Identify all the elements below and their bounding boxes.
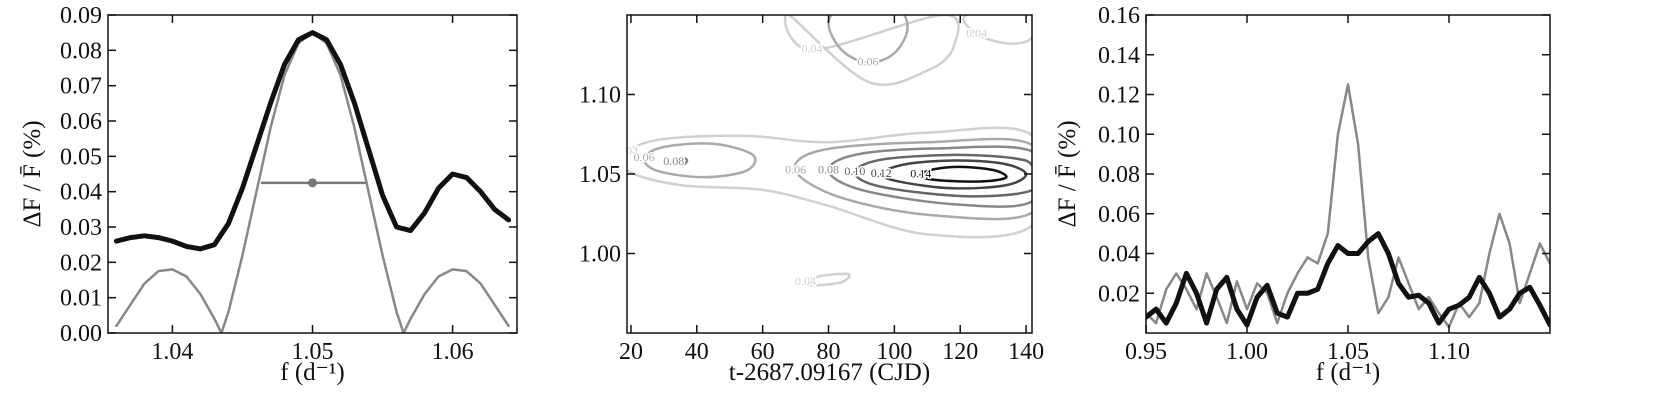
y-tick-label: 0.08 xyxy=(1098,162,1140,188)
data-line xyxy=(1146,231,1550,328)
contour-line xyxy=(627,126,1032,239)
x-tick-label: 60 xyxy=(751,339,775,365)
y-tick-label: 0.06 xyxy=(60,109,102,135)
x-tick-label: 100 xyxy=(876,339,912,365)
contour-label: 0.06 xyxy=(634,150,655,164)
x-tick-label: 140 xyxy=(1008,339,1044,365)
contour-label: 0.06 xyxy=(785,163,806,177)
x-axis-label: f (d⁻¹) xyxy=(280,359,344,386)
y-tick-label: 0.09 xyxy=(60,3,102,29)
plot-area xyxy=(1146,83,1550,329)
contour-label: 0.04 xyxy=(802,42,823,56)
y-tick-label: 0.07 xyxy=(60,74,102,100)
y-tick-label: 0.04 xyxy=(1098,242,1140,268)
y-tick-label: 0.08 xyxy=(60,38,102,64)
y-tick-label: 0.16 xyxy=(1098,3,1140,29)
x-tick-label: 1.05 xyxy=(292,339,334,365)
y-axis-label: ΔF / F̄ (%) xyxy=(1054,120,1081,227)
x-tick-label: 20 xyxy=(619,339,643,365)
contour-line xyxy=(853,153,1032,198)
contour-line xyxy=(919,165,1008,183)
panel: 1.04 1.05 1.06 0.00 0.01 0.02 0.03 0.04 0.05 0.06… xyxy=(19,3,518,386)
data-line xyxy=(113,30,512,252)
contour-line xyxy=(827,15,909,64)
y-tick-label: 1.00 xyxy=(579,242,621,268)
contour-label: 0.10 xyxy=(844,164,865,178)
y-tick-label: 0.06 xyxy=(1098,202,1140,228)
x-tick-label: 1.06 xyxy=(432,339,474,365)
contour-label: 0.08 xyxy=(663,154,684,168)
contour-label: 0.04 xyxy=(795,274,816,288)
contour-line xyxy=(793,137,1032,221)
y-tick-label: 0.14 xyxy=(1098,43,1140,69)
contour-label: 0.14 xyxy=(910,167,931,181)
plot-area: 0.040.040.040.040.060.060.060.080.080.10… xyxy=(617,15,1032,289)
y-tick-label: 1.10 xyxy=(579,83,621,109)
contour-line xyxy=(962,15,1032,45)
plot-area xyxy=(113,30,512,333)
contour-label: 0.04 xyxy=(966,26,987,40)
contour-label: 0.06 xyxy=(858,54,879,68)
contour-label: 0.12 xyxy=(871,166,892,180)
marker xyxy=(308,178,317,188)
contour-line xyxy=(804,272,851,287)
y-axis-label: ΔF / F̄ (%) xyxy=(19,120,46,227)
y-tick-label: 0.05 xyxy=(60,144,102,170)
panel: 0.040.040.040.040.060.060.060.080.080.10… xyxy=(579,14,1044,386)
y-tick-label: 0.10 xyxy=(1098,122,1140,148)
x-tick-label: 1.05 xyxy=(1327,339,1369,365)
x-axis-label: t-2687.09167 (CJD) xyxy=(729,359,930,386)
x-tick-label: 80 xyxy=(817,339,841,365)
y-tick-label: 0.12 xyxy=(1098,83,1140,109)
contour-label: 0.04 xyxy=(617,143,638,157)
x-axis-label: f (d⁻¹) xyxy=(1316,359,1380,386)
contour-line xyxy=(672,156,689,166)
y-tick-label: 0.04 xyxy=(60,180,102,206)
y-tick-label: 0.02 xyxy=(60,250,102,276)
x-tick-label: 120 xyxy=(942,339,978,365)
panel: 0.95 1.00 1.05 1.10 0.02 0.04 0.06 0.08 0.10 0.12… xyxy=(1054,3,1551,386)
x-tick-label: 1.10 xyxy=(1428,339,1470,365)
contour-line xyxy=(642,142,757,179)
axes-frame xyxy=(1145,14,1551,334)
x-tick-label: 0.95 xyxy=(1125,339,1167,365)
y-tick-label: 1.05 xyxy=(579,162,621,188)
contour-label: 0.08 xyxy=(818,163,839,177)
y-tick-label: 0.03 xyxy=(60,215,102,241)
x-tick-label: 40 xyxy=(685,339,709,365)
x-tick-label: 1.00 xyxy=(1226,339,1268,365)
y-tick-label: 0.02 xyxy=(1098,281,1140,307)
x-tick-label: 1.04 xyxy=(151,339,193,365)
y-tick-label: 0.00 xyxy=(60,321,102,347)
contour-line xyxy=(827,145,1032,208)
y-tick-label: 0.01 xyxy=(60,286,102,312)
